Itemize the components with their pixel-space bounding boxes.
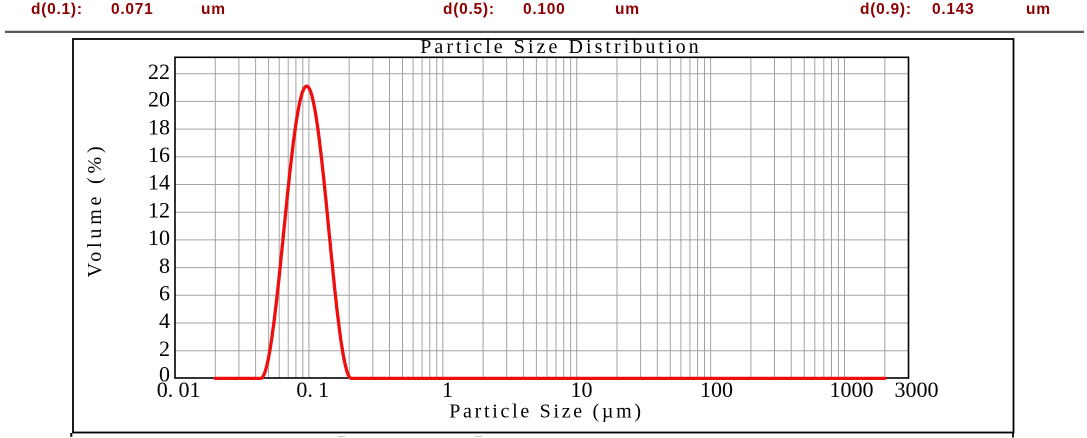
svg-text:d(0.1):: d(0.1): xyxy=(31,1,83,18)
svg-text:Particle Size (µm): Particle Size (µm) xyxy=(449,401,644,423)
svg-text:0.01: 0.01 xyxy=(157,377,201,402)
svg-text:10: 10 xyxy=(148,225,170,250)
svg-text:4: 4 xyxy=(159,308,170,333)
svg-text:3000: 3000 xyxy=(895,377,939,402)
svg-text:100: 100 xyxy=(700,377,733,402)
svg-text:0.1: 0.1 xyxy=(296,377,329,402)
svg-text:6: 6 xyxy=(159,281,170,306)
svg-text:0.100: 0.100 xyxy=(523,1,566,18)
svg-text:um: um xyxy=(201,1,226,18)
svg-text:Volume (%): Volume (%) xyxy=(84,143,106,278)
svg-text:0.143: 0.143 xyxy=(932,1,975,18)
svg-text:16: 16 xyxy=(148,142,170,167)
svg-text:18: 18 xyxy=(148,114,170,139)
svg-text:12: 12 xyxy=(148,197,170,222)
svg-text:20: 20 xyxy=(148,87,170,112)
svg-text:1: 1 xyxy=(442,377,453,402)
svg-text:um: um xyxy=(615,1,640,18)
svg-text:8: 8 xyxy=(159,253,170,278)
svg-text:0: 0 xyxy=(159,362,170,387)
svg-text:0.071: 0.071 xyxy=(111,1,154,18)
svg-text:1000: 1000 xyxy=(830,377,874,402)
svg-text:2: 2 xyxy=(159,336,170,361)
svg-text:22: 22 xyxy=(148,59,170,84)
svg-text:14: 14 xyxy=(148,170,170,195)
svg-text:10: 10 xyxy=(571,377,593,402)
svg-text:Particle Size Distribution: Particle Size Distribution xyxy=(420,36,702,58)
svg-text:d(0.9):: d(0.9): xyxy=(860,1,912,18)
svg-text:um: um xyxy=(1026,1,1051,18)
svg-text:d(0.5):: d(0.5): xyxy=(443,1,495,18)
